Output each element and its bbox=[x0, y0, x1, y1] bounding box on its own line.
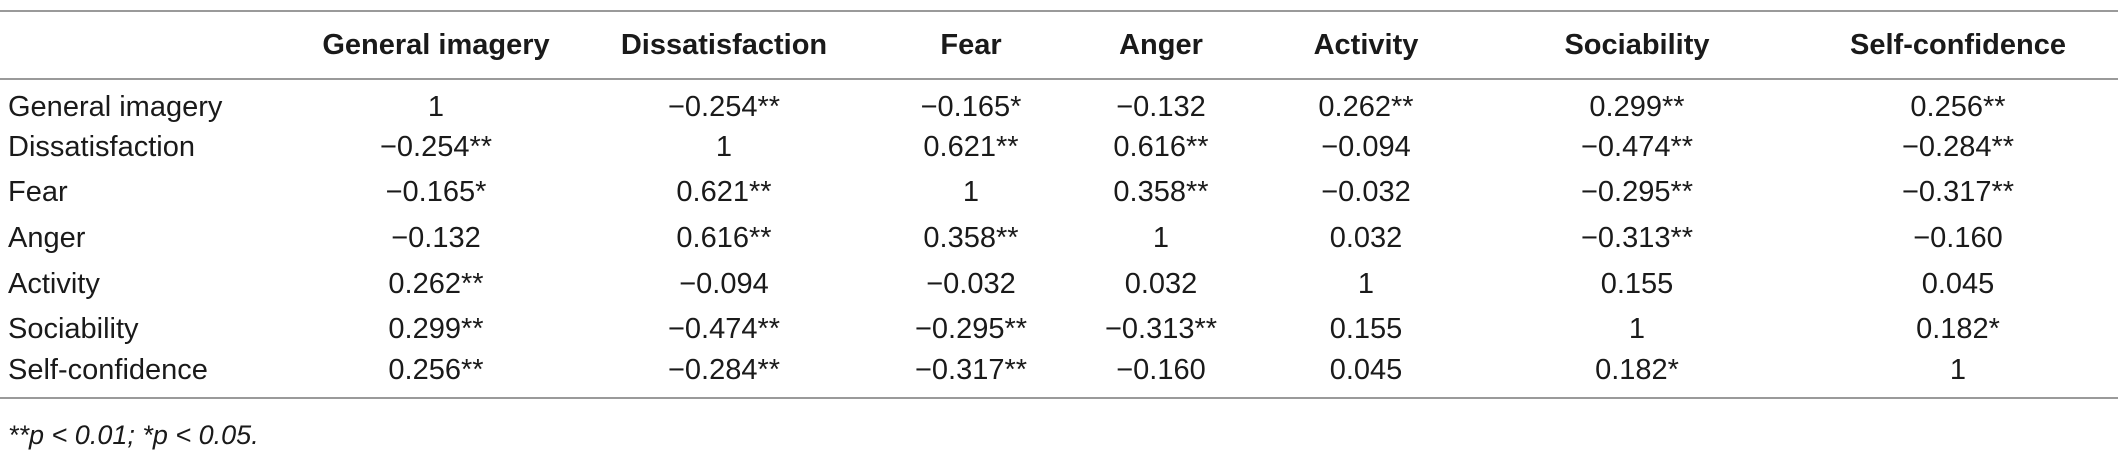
table-cell: −0.160 bbox=[1913, 222, 2003, 255]
table-cell: 0.621** bbox=[923, 130, 1019, 163]
row-label: Anger bbox=[8, 222, 86, 255]
column-header-activity: Activity bbox=[1256, 10, 1476, 80]
table-cell: 0.262** bbox=[388, 267, 484, 300]
table-cell: 0.032 bbox=[1124, 267, 1198, 300]
table-cell: −0.317** bbox=[1901, 176, 2015, 209]
table-footnote: **p < 0.01; *p < 0.05. bbox=[8, 420, 259, 450]
table-cell: −0.132 bbox=[391, 222, 481, 255]
table-row: Sociability 0.299** −0.474** −0.295** −0… bbox=[0, 307, 2118, 353]
table-row: Anger −0.132 0.616** 0.358** 1 0.032 −0.… bbox=[0, 216, 2118, 262]
table-cell: 0.045 bbox=[1921, 267, 1995, 300]
table-cell: −0.284** bbox=[1901, 130, 2015, 163]
correlation-table: General imagery Dissatisfaction Fear Ang… bbox=[0, 10, 2118, 400]
column-header-anger: Anger bbox=[1066, 10, 1256, 80]
table-cell: 1 bbox=[1798, 352, 2118, 400]
table-row: Self-confidence 0.256** −0.284** −0.317*… bbox=[0, 352, 2118, 400]
row-label: Dissatisfaction bbox=[8, 130, 195, 163]
table-cell: 0.045 bbox=[1256, 352, 1476, 400]
row-label: Sociability bbox=[8, 313, 139, 346]
table-cell: 0.621** bbox=[676, 176, 772, 209]
table-cell: −0.313** bbox=[1580, 222, 1694, 255]
table-cell: −0.474** bbox=[1580, 130, 1694, 163]
table-cell: 1 bbox=[715, 130, 733, 163]
table-cell: −0.132 bbox=[1116, 90, 1206, 123]
table-cell: 1 bbox=[962, 176, 980, 209]
column-header-sociability: Sociability bbox=[1476, 10, 1798, 80]
table-cell: 0.299** bbox=[1589, 90, 1685, 123]
table-cell: 0.299** bbox=[388, 313, 484, 346]
row-label: General imagery bbox=[8, 90, 223, 123]
table-header-row: General imagery Dissatisfaction Fear Ang… bbox=[0, 10, 2118, 80]
table-cell: 0.155 bbox=[1329, 313, 1403, 346]
table-cell: 1 bbox=[427, 90, 445, 123]
table-cell: −0.474** bbox=[667, 313, 781, 346]
table-cell: 0.358** bbox=[923, 222, 1019, 255]
table-cell: 1 bbox=[1628, 313, 1646, 346]
table-cell: −0.032 bbox=[926, 267, 1016, 300]
table-row: Dissatisfaction −0.254** 1 0.621** 0.616… bbox=[0, 125, 2118, 171]
table-cell: 1 bbox=[1357, 267, 1375, 300]
column-header-fear: Fear bbox=[876, 10, 1066, 80]
table-cell: −0.284** bbox=[572, 352, 876, 400]
table-cell: −0.313** bbox=[1104, 313, 1218, 346]
column-header-dissatisfaction: Dissatisfaction bbox=[572, 10, 876, 80]
table-cell: 0.358** bbox=[1113, 176, 1209, 209]
table-cell: 0.256** bbox=[300, 352, 572, 400]
table-cell: 0.256** bbox=[1910, 90, 2006, 123]
table-cell: −0.254** bbox=[379, 130, 493, 163]
table-cell: 0.155 bbox=[1600, 267, 1674, 300]
table-cell: 1 bbox=[1152, 222, 1170, 255]
table-row: General imagery 1 −0.254** −0.165* −0.13… bbox=[0, 79, 2118, 125]
table-row: Activity 0.262** −0.094 −0.032 0.032 1 0… bbox=[0, 261, 2118, 307]
table-cell: 0.616** bbox=[676, 222, 772, 255]
row-label: Self-confidence bbox=[0, 352, 300, 400]
table-cell: 0.032 bbox=[1329, 222, 1403, 255]
table-cell: 0.182* bbox=[1476, 352, 1798, 400]
table-cell: 0.182* bbox=[1916, 313, 2000, 346]
table-cell: −0.254** bbox=[667, 90, 781, 123]
table-cell: −0.094 bbox=[679, 267, 769, 300]
table-cell: −0.160 bbox=[1066, 352, 1256, 400]
table-cell: −0.165* bbox=[920, 90, 1022, 123]
row-label: Activity bbox=[8, 267, 100, 300]
table-cell: −0.094 bbox=[1321, 130, 1411, 163]
header-corner-cell bbox=[0, 10, 300, 80]
table-cell: −0.317** bbox=[876, 352, 1066, 400]
table-cell: 0.616** bbox=[1113, 130, 1209, 163]
table-row: Fear −0.165* 0.621** 1 0.358** −0.032 −0… bbox=[0, 170, 2118, 216]
table-cell: −0.295** bbox=[1580, 176, 1694, 209]
row-label: Fear bbox=[8, 176, 68, 209]
table-cell: −0.165* bbox=[385, 176, 487, 209]
table-cell: −0.295** bbox=[914, 313, 1028, 346]
table-cell: −0.032 bbox=[1321, 176, 1411, 209]
table-cell: 0.262** bbox=[1318, 90, 1414, 123]
column-header-general-imagery: General imagery bbox=[300, 10, 572, 80]
column-header-self-confidence: Self-confidence bbox=[1798, 10, 2118, 80]
